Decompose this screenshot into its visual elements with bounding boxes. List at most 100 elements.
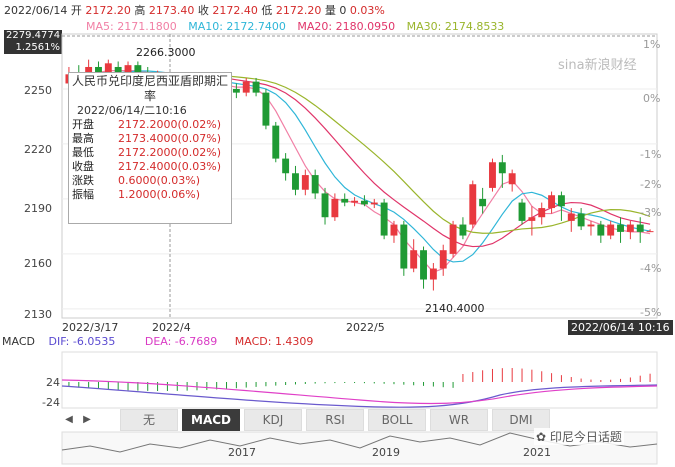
- candle-body: [104, 63, 112, 73]
- ohlc-tooltip: 人民币兑印度尼西亚盾即期汇率 2022/06/14/二10:16 开盘 2172.…: [68, 72, 232, 224]
- tab-scroll-right-icon[interactable]: ▶: [83, 414, 91, 425]
- pct-tick-2: 0%: [643, 92, 661, 105]
- candle-body: [321, 193, 329, 218]
- tab-boll[interactable]: BOLL: [368, 409, 426, 431]
- candle-body: [311, 175, 319, 194]
- tooltip-key: 开盘: [72, 118, 94, 131]
- candle-body: [489, 162, 496, 188]
- candle-body: [508, 173, 516, 185]
- ma-legend: MA5: 2171.1800 MA10: 2172.7400 MA20: 218…: [86, 20, 512, 33]
- tooltip-key: 涨跌: [72, 174, 94, 187]
- candle-body: [272, 125, 280, 159]
- tooltip-row-close: 收盘 2172.4000(0.03%): [72, 160, 231, 174]
- candles: [65, 59, 654, 291]
- header-vol: 0: [339, 4, 347, 17]
- high-annotation: 2266.3000: [136, 46, 196, 59]
- cursor-price: 2279.4774: [4, 30, 62, 42]
- tooltip-value: 1.2000(0.06%): [118, 188, 201, 201]
- header-high-label: 高: [134, 4, 146, 17]
- candle-body: [439, 250, 447, 269]
- macd-dif: DIF: -6.0535: [48, 335, 116, 348]
- ma10-label: MA10: 2172.7400: [188, 20, 286, 33]
- tooltip-row-low: 最低 2172.2000(0.02%): [72, 146, 231, 160]
- candle-body: [646, 231, 654, 233]
- candle-body: [242, 81, 250, 93]
- sina-watermark: sina新浪财经: [558, 58, 637, 73]
- header-close-label: 收: [197, 4, 209, 17]
- header-open: 2172.20: [85, 4, 131, 17]
- y-tick-2130: 2130: [24, 308, 52, 321]
- tab-rsi[interactable]: RSI: [306, 409, 364, 431]
- candle-body: [232, 88, 240, 93]
- candle-body: [528, 217, 536, 221]
- low-annotation: 2140.4000: [425, 302, 485, 315]
- header-date: 2022/06/14: [4, 4, 68, 17]
- candle-body: [607, 224, 615, 236]
- candle-body: [429, 268, 437, 280]
- nav-year-2021: 2021: [523, 446, 551, 459]
- header-change-pct: 0.03%: [349, 4, 385, 17]
- candle-body: [518, 202, 526, 221]
- tab-macd[interactable]: MACD: [182, 409, 240, 431]
- tooltip-row-open: 开盘 2172.2000(0.02%): [72, 118, 231, 132]
- ohlc-header: 2022/06/14 开 2172.20 高 2173.40 收 2172.40…: [4, 2, 385, 18]
- tooltip-value: 2173.4000(0.07%): [118, 132, 222, 145]
- candle-body: [114, 66, 122, 75]
- tooltip-value: 2172.4000(0.03%): [118, 160, 222, 173]
- candle-body: [587, 224, 595, 227]
- nav-year-2017: 2017: [228, 446, 256, 459]
- candle-body: [360, 200, 368, 205]
- candle-body: [567, 213, 575, 221]
- tooltip-datetime: 2022/06/14/二10:16: [77, 104, 187, 117]
- y-tick-2220: 2220: [24, 143, 52, 156]
- tooltip-key: 最低: [72, 146, 94, 159]
- tooltip-value: 2172.2000(0.02%): [118, 146, 222, 159]
- pct-tick-4: -2%: [640, 178, 662, 191]
- macd-header: MACD DIF: -6.0535 DEA: -6.7689 MACD: 1.4…: [2, 335, 313, 348]
- tab-kdj[interactable]: KDJ: [244, 409, 302, 431]
- macd-dif-line: [61, 384, 658, 408]
- candle-body: [282, 158, 290, 174]
- tooltip-value: 0.6000(0.03%): [118, 174, 201, 187]
- tooltip-key: 振幅: [72, 188, 94, 201]
- y-tick-2160: 2160: [24, 257, 52, 270]
- candle-body: [410, 250, 418, 269]
- tab-none[interactable]: 无: [120, 409, 178, 431]
- macd-axis-bottom: -24: [42, 396, 60, 409]
- candle-body: [124, 65, 132, 75]
- cursor-date-tag: 2022/06/14 10:16: [568, 320, 673, 335]
- candle-body: [538, 208, 546, 218]
- ma20-label: MA20: 2180.0950: [297, 20, 396, 33]
- tab-scroll-left-icon[interactable]: ◀: [65, 414, 73, 425]
- x-date-1: 2022/3/17: [62, 321, 119, 334]
- candle-body: [498, 162, 506, 174]
- candle-body: [301, 175, 309, 190]
- brand-name: 印尼今日话题: [549, 430, 622, 444]
- candle-body: [548, 195, 556, 209]
- ma5-label: MA5: 2171.1800: [86, 20, 177, 33]
- candle-body: [636, 224, 644, 232]
- ma30-label: MA30: 2174.8533: [406, 20, 505, 33]
- candle-body: [351, 200, 359, 203]
- tab-wr[interactable]: WR: [430, 409, 488, 431]
- candle-body: [380, 202, 388, 236]
- candle-body: [577, 213, 585, 227]
- candle-body: [449, 224, 457, 254]
- candle-body: [370, 202, 378, 205]
- pct-tick-6: -4%: [640, 262, 662, 275]
- cursor-pct: 1.2561%: [4, 42, 62, 54]
- candle-body: [617, 224, 624, 232]
- macd-dea-line: [61, 379, 658, 405]
- x-date-3: 2022/5: [346, 321, 385, 334]
- header-low-label: 低: [261, 4, 273, 17]
- candle-body: [262, 92, 270, 126]
- header-vol-label: 量: [324, 4, 336, 17]
- tooltip-key: 最高: [72, 132, 94, 145]
- x-date-2: 2022/4: [152, 321, 191, 334]
- tab-dmi[interactable]: DMI: [492, 409, 550, 431]
- macd-dea: DEA: -6.7689: [144, 335, 218, 348]
- candle-body: [390, 224, 398, 236]
- pct-tick-5: -3%: [640, 206, 662, 219]
- pct-tick-7: -5%: [640, 306, 662, 319]
- candle-body: [597, 224, 605, 236]
